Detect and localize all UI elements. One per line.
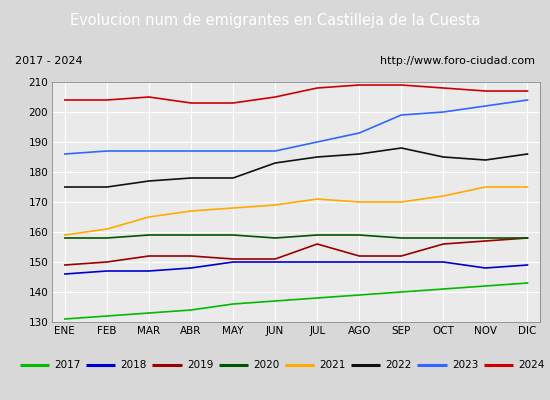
Text: 2020: 2020 xyxy=(253,360,279,370)
Text: 2017: 2017 xyxy=(54,360,81,370)
Text: 2023: 2023 xyxy=(452,360,478,370)
Text: 2022: 2022 xyxy=(386,360,412,370)
Text: 2019: 2019 xyxy=(187,360,213,370)
Text: 2018: 2018 xyxy=(120,360,147,370)
Text: 2024: 2024 xyxy=(518,360,544,370)
Text: http://www.foro-ciudad.com: http://www.foro-ciudad.com xyxy=(380,56,535,66)
Text: 2017 - 2024: 2017 - 2024 xyxy=(15,56,83,66)
Text: 2021: 2021 xyxy=(320,360,346,370)
Text: Evolucion num de emigrantes en Castilleja de la Cuesta: Evolucion num de emigrantes en Castillej… xyxy=(70,14,480,28)
